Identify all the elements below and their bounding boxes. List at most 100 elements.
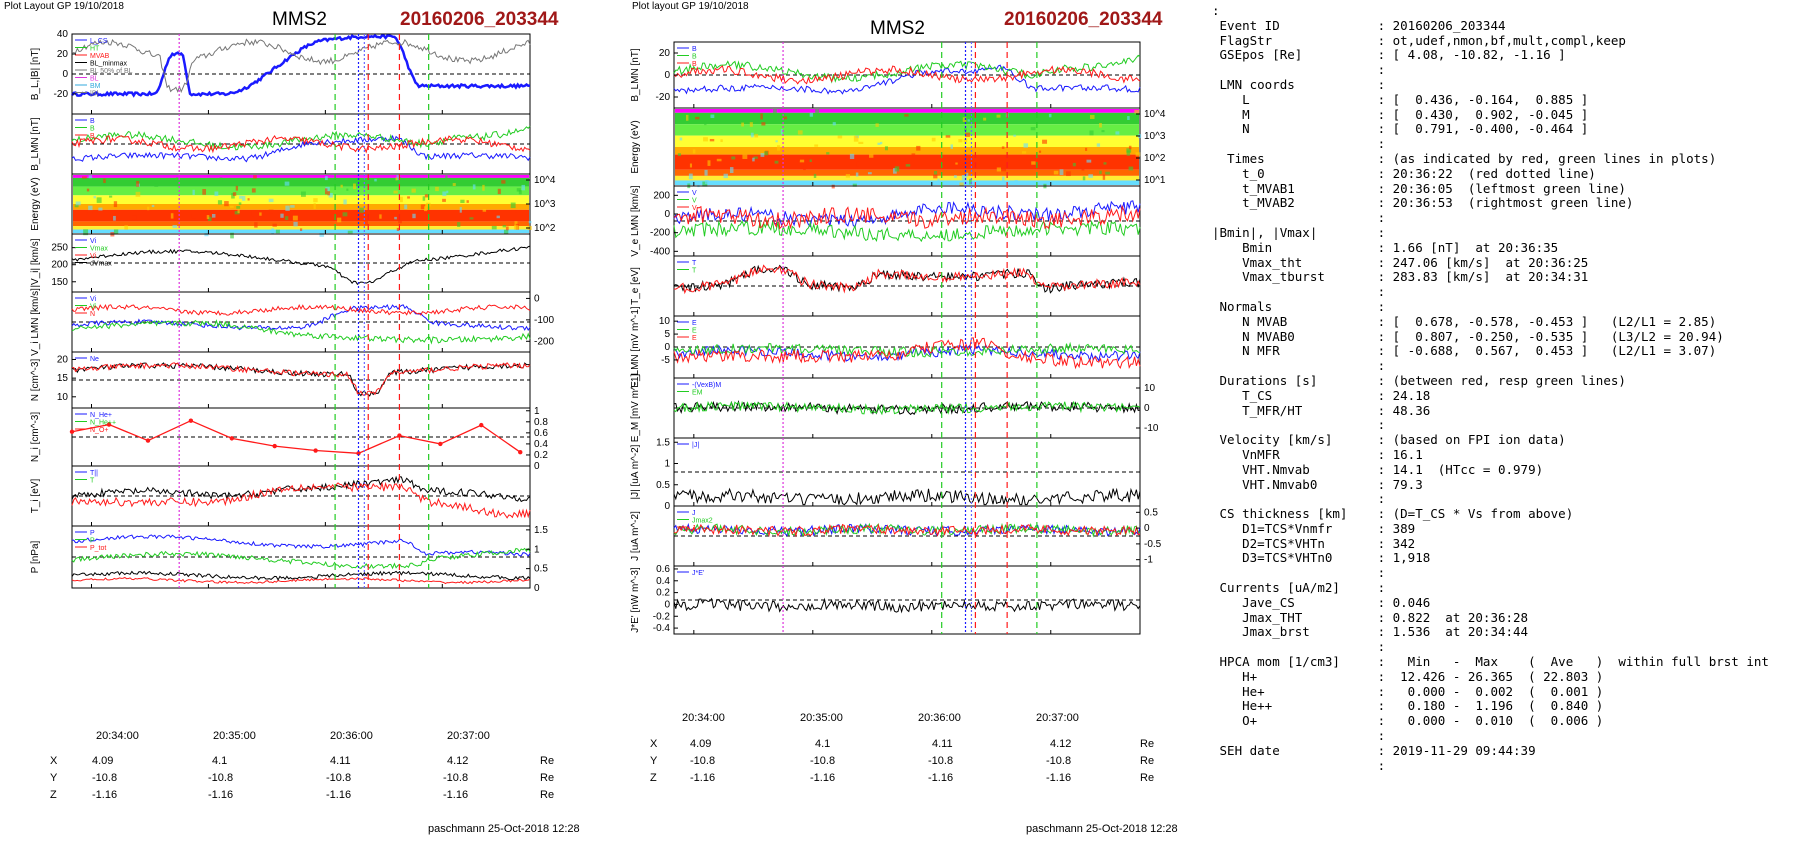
- left-panel-3-band: [73, 226, 529, 230]
- right-panel-2-speck: [815, 109, 820, 114]
- left-panel-7-ytick-label: 0.4: [534, 439, 548, 450]
- right-panel-6-ytick-label: -10: [1144, 423, 1159, 434]
- right-panel-8-ylabel: J [uA m^-2]: [630, 511, 641, 561]
- left-panel-3-speck: [268, 209, 274, 214]
- left-panel-2-ylabel: B_LMN [nT]: [30, 117, 41, 171]
- info-line: T_CS : 24.18: [1212, 387, 1431, 403]
- left-panel-4-ytick-label: 200: [51, 260, 68, 271]
- right-panel-2-speck: [894, 166, 900, 172]
- right-panel-5-legend: E: [692, 328, 697, 335]
- left-panel-3-speck: [466, 200, 469, 203]
- right-panel-7-series-|J|: [673, 487, 1141, 506]
- right-panel-3-ytick-label: -200: [650, 228, 670, 239]
- right-panel-2-speck: [964, 128, 967, 131]
- info-line: t_MVAB1 : 20:36:05 (leftmost green line): [1212, 180, 1626, 196]
- left-panel-3-speck: [214, 191, 219, 196]
- right-coord-z-3: -1.16: [1046, 772, 1072, 784]
- left-panel-7-ytick-label: 0.6: [534, 428, 548, 439]
- right-panel-2-speck: [1096, 143, 1101, 147]
- right-coord-z-2: -1.16: [928, 772, 954, 784]
- right-panel-2-band: [675, 169, 1139, 176]
- left-panel-3-speck: [496, 215, 500, 219]
- right-panel-2-speck: [1081, 166, 1085, 171]
- left-panel-3-speck: [292, 215, 298, 221]
- right-panel-7-ytick-label: 1.5: [656, 437, 670, 448]
- left-panel-3-speck: [253, 175, 257, 179]
- right-panel-2-speck: [1134, 109, 1140, 114]
- left-panel-3-speck: [74, 204, 79, 208]
- left-panel-3-speck: [398, 177, 402, 181]
- left-panel-3-speck: [342, 212, 348, 217]
- left-panel-3-speck: [191, 213, 197, 219]
- right-panel-2-speck: [1014, 179, 1018, 185]
- left-panel-3-speck: [217, 200, 223, 205]
- left-panel-3-speck: [175, 177, 179, 181]
- left-panel-3-speck: [113, 229, 119, 234]
- right-panel-2-speck: [1059, 169, 1064, 176]
- right-panel-2-ytick-label: 10^2: [1144, 153, 1166, 164]
- left-coord-label-z: Z: [50, 789, 57, 801]
- right-panel-2-speck: [754, 133, 759, 138]
- right-panel-2-speck: [955, 162, 958, 165]
- left-panel-3-band: [73, 175, 529, 178]
- left-coord-x-3: 4.12: [447, 755, 469, 767]
- right-panel-3-ytick-label: 0: [664, 209, 670, 220]
- right-panel-2-speck: [1103, 162, 1107, 165]
- left-panel-3-speck: [299, 228, 303, 232]
- left-panel-7-series-N_He++-point: [145, 438, 151, 443]
- right-coord-y-1: -10.8: [810, 755, 836, 767]
- left-panel-3-speck: [514, 221, 518, 226]
- left-panel-3-speck: [241, 195, 246, 201]
- left-panel-3-speck: [482, 184, 485, 191]
- left-panel-7-series-N_He++-point: [69, 429, 75, 434]
- right-panel-2-speck: [780, 128, 783, 135]
- right-panel-7-ytick-label: 0: [664, 501, 670, 512]
- left-panel-1-legend: BL_minmax: [90, 61, 127, 68]
- left-panel-3-speck: [113, 201, 118, 208]
- left-panel-9-ytick-label: 0: [534, 583, 540, 594]
- info-line: Velocity [km/s] : (based on FPI ion data…: [1212, 432, 1566, 448]
- right-panel-2-speck: [776, 145, 781, 151]
- right-panel-6: E_M [mV m^-1] 10 0 -10 -(VexB)MEM: [630, 373, 1159, 442]
- left-panel-3-speck: [170, 213, 174, 219]
- left-panel-3-speck: [394, 216, 397, 220]
- right-panel-2-speck: [959, 182, 964, 186]
- left-panel-3-speck: [235, 185, 239, 191]
- left-panel-3-speck: [293, 221, 298, 227]
- left-panel-3-speck: [313, 203, 316, 209]
- left-coord-z-unit: Re: [540, 789, 555, 801]
- right-panel-2-speck: [849, 153, 855, 159]
- left-panel-7-series-N_He++-point: [518, 449, 523, 455]
- left-panel-3-speck: [192, 189, 195, 196]
- right-coord-y-2: -10.8: [928, 755, 954, 767]
- info-line: HPCA mom [1/cm3] : Min - Max ( Ave ) wit…: [1212, 654, 1769, 670]
- left-panel-9-ytick-label: 1: [534, 544, 540, 555]
- right-panel-2-speck: [764, 151, 768, 156]
- info-line: Currents [uA/m2] :: [1212, 580, 1386, 596]
- info-line: D2=TCS*VHTn : 342: [1212, 535, 1416, 551]
- right-panel-2-speck: [813, 173, 817, 178]
- left-panels: B_L,|B| [nT] -2002040L_CSHTMVABBL_minmaxB…: [30, 29, 556, 594]
- info-line: N MVAB : [ 0.678, -0.578, -0.453 ] (L2/L…: [1212, 313, 1717, 329]
- left-panel-3-speck: [435, 186, 439, 192]
- right-panel-2-speck: [1115, 131, 1120, 135]
- left-layout-label: Plot Layout GP 19/10/2018: [4, 1, 124, 12]
- right-panel-2-speck: [961, 175, 967, 181]
- left-panel-5-ytick-label: 0: [534, 293, 540, 304]
- left-panel-3-speck: [398, 220, 402, 224]
- right-panel-2-speck: [867, 172, 872, 175]
- right-panel-2-speck: [731, 156, 736, 160]
- info-line: :: [1212, 284, 1386, 300]
- left-panel-4-legend: dVmax: [90, 261, 112, 268]
- right-panel-2-ylabel: Energy (eV): [630, 120, 641, 173]
- right-panel-2-speck: [774, 160, 779, 164]
- left-panel-5-legend: N: [90, 311, 95, 318]
- right-panel-6-ytick-label: 0: [1144, 403, 1150, 414]
- right-panel-2-speck: [796, 156, 801, 162]
- left-panel-8-ylabel: T_i [eV]: [30, 479, 41, 514]
- right-panel-2-speck: [900, 157, 906, 162]
- left-panel-6-ytick-label: 10: [57, 392, 69, 403]
- right-panel-2-speck: [969, 178, 972, 185]
- right-panel-2-band: [675, 135, 1139, 147]
